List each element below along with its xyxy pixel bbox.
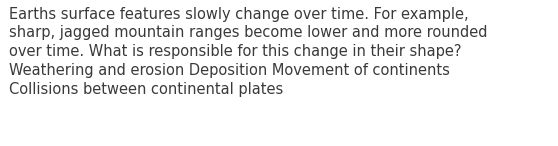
Text: Earths surface features slowly change over time. For example,
sharp, jagged moun: Earths surface features slowly change ov… bbox=[9, 7, 488, 97]
